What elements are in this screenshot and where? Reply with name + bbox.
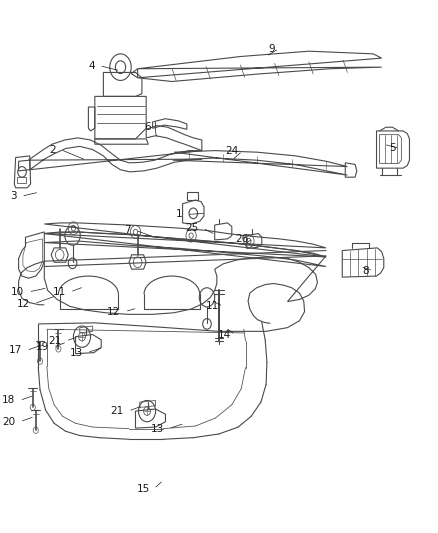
Text: 3: 3 [10,191,17,201]
Text: 7: 7 [124,225,131,236]
Text: 5: 5 [389,143,396,154]
Text: 21: 21 [111,406,124,416]
Text: 6: 6 [144,122,151,132]
Text: 13: 13 [151,424,164,434]
Text: 9: 9 [268,44,275,53]
Text: 25: 25 [185,223,198,233]
Text: 19: 19 [35,342,49,352]
Text: 10: 10 [11,287,24,297]
Text: 12: 12 [107,306,120,317]
Text: 14: 14 [218,329,231,340]
Text: 26: 26 [236,234,249,244]
Text: 1: 1 [176,209,183,220]
Text: 11: 11 [53,287,66,297]
Text: 12: 12 [17,298,30,309]
Text: 2: 2 [49,144,57,155]
Text: 17: 17 [9,345,22,356]
Text: 21: 21 [48,336,61,346]
Text: 15: 15 [136,484,150,494]
Text: 18: 18 [2,395,15,406]
Text: 20: 20 [3,417,16,427]
Text: 8: 8 [362,266,369,276]
Text: 11: 11 [206,301,219,311]
Text: 13: 13 [70,348,83,358]
Text: 24: 24 [225,146,238,156]
Text: 4: 4 [88,61,95,70]
